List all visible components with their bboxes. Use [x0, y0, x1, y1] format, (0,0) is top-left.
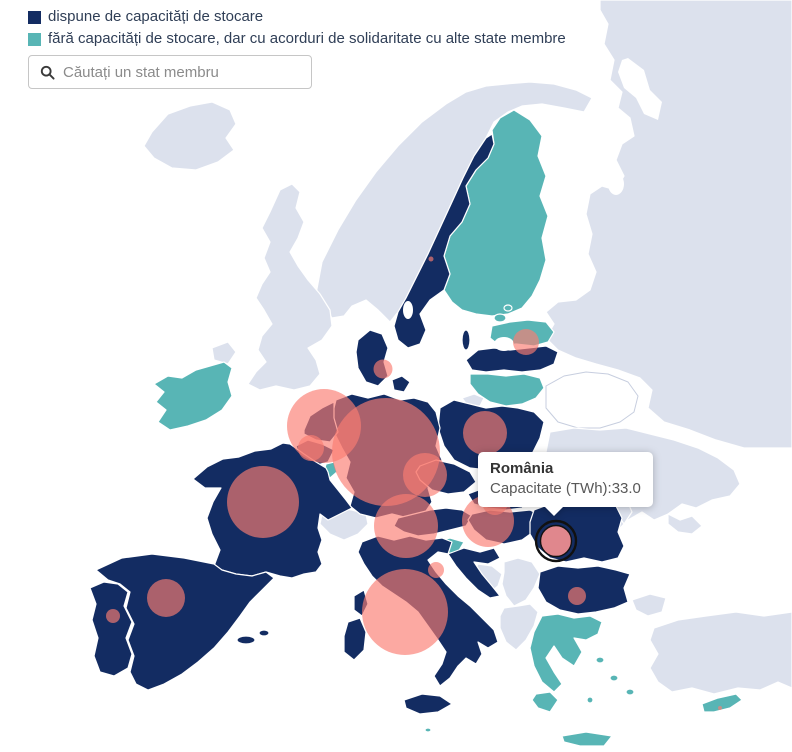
country-croatia[interactable] [447, 547, 501, 599]
capacity-bubble-croația[interactable] [428, 562, 444, 578]
gulf-of-riga [494, 337, 514, 351]
legend: dispune de capacități de stocare fără ca… [28, 6, 566, 50]
legend-swatch-solidarity [28, 32, 41, 46]
capacity-bubble-spania[interactable] [147, 579, 185, 617]
capacity-bubble-italia[interactable] [362, 569, 448, 655]
country-greece-island2[interactable] [609, 674, 619, 682]
search-input[interactable] [63, 56, 311, 88]
country-estonia-islands[interactable] [493, 313, 507, 323]
country-spain-balearics[interactable] [236, 635, 256, 645]
capacity-bubble-bulgaria[interactable] [568, 587, 586, 605]
tooltip-capacity-value: Capacitate (TWh):33.0 [490, 480, 641, 497]
country-belarus[interactable] [545, 371, 639, 429]
capacity-bubbles-layer [106, 256, 722, 710]
capacity-bubble-portugalia[interactable] [106, 609, 120, 623]
capacity-bubble-letonia[interactable] [513, 329, 539, 355]
country-serbia[interactable] [501, 557, 541, 607]
country-portugal[interactable] [89, 581, 133, 677]
country-iceland[interactable] [143, 101, 237, 171]
lake-vanern [403, 301, 413, 319]
capacity-bubble-ungaria[interactable] [462, 495, 514, 547]
country-sicily[interactable] [403, 693, 453, 715]
country-crimea[interactable] [667, 513, 703, 535]
country-turkey-thrace[interactable] [631, 593, 667, 617]
lake-ladoga [589, 137, 607, 167]
country-greece-peloponnese[interactable] [531, 691, 559, 713]
country-sweden-gotland[interactable] [461, 329, 471, 351]
tooltip-pointer [544, 506, 564, 516]
country-northern-ireland[interactable] [211, 341, 237, 365]
country-spain[interactable] [95, 553, 275, 691]
country-ireland[interactable] [153, 361, 233, 431]
country-turkey[interactable] [649, 611, 792, 695]
legend-item-storage: dispune de capacități de stocare [28, 6, 566, 28]
country-sweden[interactable] [393, 133, 495, 349]
country-malta[interactable] [424, 727, 432, 733]
tooltip-country-name: România [490, 460, 554, 477]
legend-label-storage: dispune de capacități de stocare [48, 8, 264, 25]
capacity-bubble-franța[interactable] [227, 466, 299, 538]
country-cyprus[interactable] [701, 693, 743, 713]
country-greece[interactable] [529, 613, 603, 693]
capacity-bubble-cehia[interactable] [403, 453, 447, 497]
search-icon [40, 65, 55, 80]
white-sea-patch [618, 58, 662, 120]
country-greece-island4[interactable] [586, 696, 594, 704]
country-spain-balearics2[interactable] [258, 629, 270, 637]
lake-onega [608, 173, 624, 195]
legend-label-solidarity: fără capacități de stocare, dar cu acord… [48, 30, 566, 47]
country-united-kingdom[interactable] [247, 183, 333, 391]
capacity-bubble-romania-highlighted[interactable] [539, 524, 573, 558]
country-lithuania[interactable] [469, 373, 545, 407]
capacity-bubble-austria[interactable] [374, 494, 438, 558]
capacity-bubble-suedia[interactable] [428, 256, 434, 262]
legend-swatch-storage [28, 10, 41, 24]
legend-item-solidarity: fără capacități de stocare, dar cu acord… [28, 28, 566, 50]
country-denmark-islands[interactable] [391, 375, 411, 393]
capacity-bubble-danemarca[interactable] [373, 359, 393, 379]
member-state-search[interactable] [28, 55, 312, 89]
capacity-bubble-cipru[interactable] [718, 706, 722, 710]
tooltip: România Capacitate (TWh):33.0 [478, 452, 653, 516]
country-estonia-islands2[interactable] [503, 304, 513, 312]
highlighted-bubble-romania[interactable] [534, 519, 578, 563]
country-bulgaria[interactable] [537, 565, 631, 615]
country-greece-island[interactable] [595, 656, 605, 664]
capacity-bubble-belgia[interactable] [298, 435, 324, 461]
country-greece-crete[interactable] [561, 731, 613, 747]
country-albania-macedonia[interactable] [499, 603, 539, 651]
country-sardinia[interactable] [343, 617, 367, 661]
country-latvia[interactable] [465, 345, 559, 373]
country-greece-island3[interactable] [625, 688, 635, 696]
country-russia[interactable] [545, 0, 792, 449]
capacity-bubble-polonia[interactable] [463, 411, 507, 455]
highlight-ring [534, 519, 578, 563]
